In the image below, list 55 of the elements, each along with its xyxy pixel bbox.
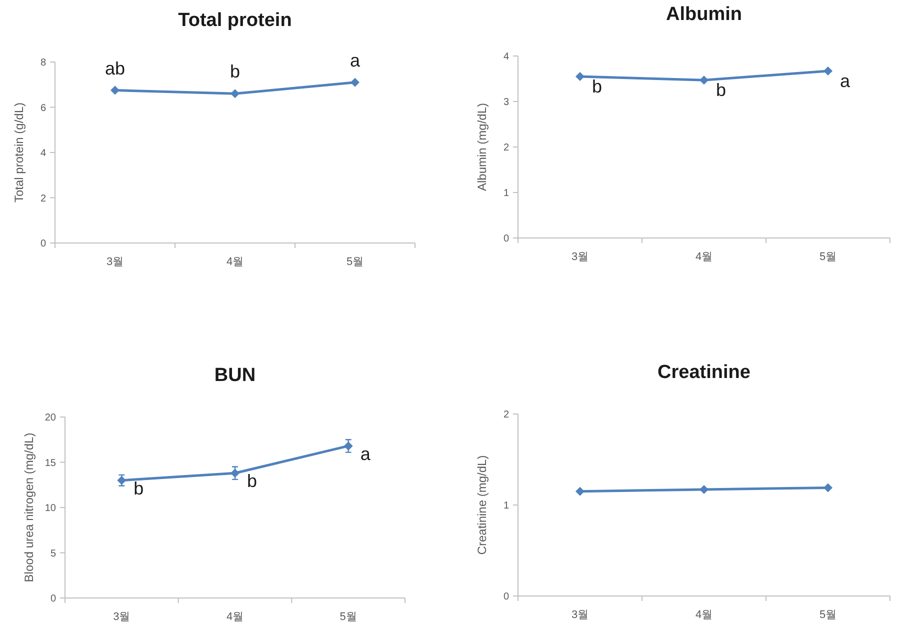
annotation: b (716, 80, 726, 100)
y-axis-title: Albumin (mg/dL) (475, 102, 489, 192)
chart-title: Albumin (666, 4, 742, 25)
y-tick-label: 8 (40, 58, 46, 68)
y-tick-label: 2 (503, 410, 510, 420)
x-tick-label: 3월 (571, 251, 589, 263)
annotation: b (247, 471, 258, 492)
annotation: b (134, 478, 144, 498)
x-tick-label: 5월 (819, 609, 837, 621)
y-axis-title: Total protein (g/dL) (12, 102, 26, 203)
chart-title: Total protein (178, 10, 292, 31)
annotation: ab (104, 58, 126, 78)
y-tick-label: 15 (44, 458, 56, 469)
y-axis-title: Creatinine (mg/dL) (475, 455, 489, 555)
y-tick-label: 0 (50, 594, 56, 604)
point (576, 72, 584, 81)
chart-title: Creatinine (658, 362, 750, 383)
y-tick-label: 3 (503, 97, 510, 108)
y-tick-label: 0 (40, 238, 46, 250)
x-tick-label: 4월 (695, 609, 713, 621)
y-tick-label: 0 (503, 234, 510, 244)
point (344, 441, 353, 450)
y-tick-label: 5 (50, 548, 56, 560)
y-tick-label: 2 (503, 142, 510, 154)
x-tick-label: 4월 (695, 251, 713, 263)
x-tick-label: 3월 (571, 609, 589, 621)
annotation: b (592, 76, 602, 96)
y-tick-label: 20 (44, 412, 56, 424)
point (700, 76, 708, 85)
annotation: a (840, 71, 851, 92)
y-tick-label: 10 (44, 503, 56, 514)
chart-title: BUN (214, 365, 256, 386)
point (824, 66, 832, 76)
x-tick-label: 5월 (819, 251, 837, 263)
point (350, 78, 360, 87)
x-tick-label: 5월 (340, 611, 357, 623)
point (230, 468, 240, 478)
annotation: a (360, 444, 372, 464)
point (230, 89, 240, 98)
x-tick-label: 4월 (226, 611, 244, 623)
annotation: b (230, 62, 240, 82)
y-tick-label: 1 (503, 500, 510, 512)
x-tick-label: 3월 (106, 256, 124, 268)
y-tick-label: 6 (40, 102, 46, 114)
point (110, 86, 120, 95)
y-tick-label: 1 (503, 188, 510, 199)
annotation: a (350, 50, 361, 70)
x-tick-label: 5월 (346, 256, 364, 268)
y-tick-label: 4 (40, 148, 46, 159)
y-tick-label: 2 (40, 193, 46, 204)
x-tick-label: 3월 (113, 611, 130, 623)
x-tick-label: 4월 (226, 256, 244, 268)
y-tick-label: 4 (503, 52, 510, 62)
y-tick-label: 0 (503, 592, 510, 602)
y-axis-title: Blood urea nitrogen (mg/dL) (22, 432, 36, 582)
